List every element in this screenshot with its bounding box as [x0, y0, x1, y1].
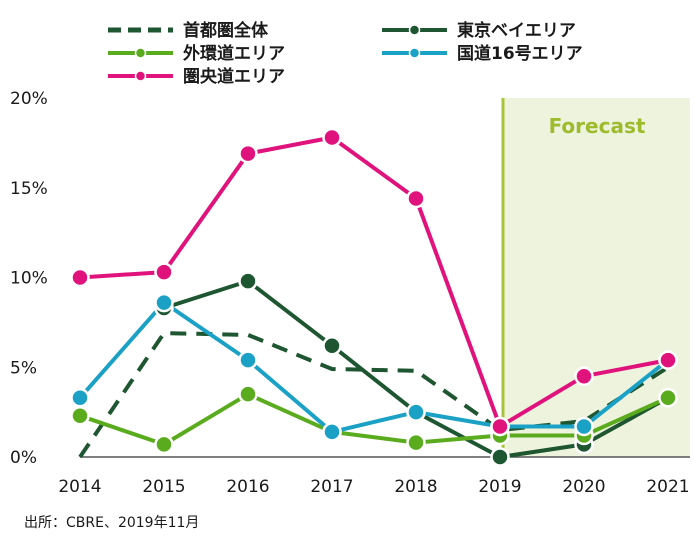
x-tick-label: 2019: [478, 477, 521, 497]
legend-label-1: 東京ベイエリア: [457, 20, 576, 41]
series-0-line: [78, 331, 670, 459]
series-points: [70, 127, 678, 467]
series-3-point: [574, 416, 594, 437]
series-3-point: [154, 292, 174, 313]
series-3-point: [238, 350, 258, 370]
legend-label-4: 圏央道エリア: [183, 66, 285, 87]
source-note: 出所：CBRE、2019年11月: [24, 515, 199, 531]
series-2-point: [658, 388, 678, 408]
series-3-line: [78, 300, 670, 434]
legend-marker-2: [134, 47, 147, 59]
x-tick-label: 2015: [142, 477, 185, 497]
legend-label-0: 首都圏全体: [183, 20, 269, 41]
series-3-point: [322, 422, 342, 442]
series-4-point: [154, 262, 174, 282]
series-4-point: [406, 188, 426, 209]
y-tick-label: 0%: [10, 448, 37, 468]
series-1-point: [490, 447, 510, 467]
x-tick-label: 2017: [310, 477, 353, 497]
y-axis: 0% 5% 10% 15% 20%: [10, 89, 48, 468]
series-2-line: [78, 392, 670, 447]
legend-marker-3: [408, 47, 421, 59]
y-tick-label: 15%: [10, 179, 48, 199]
series-4-line: [78, 135, 670, 429]
series-4-point: [70, 267, 90, 288]
x-tick-label: 2014: [58, 477, 101, 497]
y-tick-label: 10%: [10, 269, 48, 289]
series-4-point: [490, 416, 510, 437]
series-4-point: [322, 127, 342, 148]
series-2-point: [154, 434, 174, 455]
y-tick-label: 20%: [10, 89, 48, 109]
series-3-point: [406, 402, 426, 422]
x-tick-label: 2016: [226, 477, 269, 497]
legend-label-2: 外環道エリア: [183, 43, 285, 64]
series-4-point: [658, 350, 678, 370]
series-1-point: [322, 335, 342, 356]
series-1-point: [238, 271, 258, 291]
y-tick-label: 5%: [10, 358, 37, 378]
series-2-point: [70, 405, 90, 426]
legend-label-3: 国道16号エリア: [457, 43, 583, 64]
x-tick-label: 2021: [646, 477, 689, 497]
x-axis: 2014 2015 2016 2017 2018 2019 2020 2021: [58, 477, 689, 497]
series-2-point: [406, 432, 426, 453]
series-4-point: [574, 366, 594, 386]
series-3-point: [70, 388, 90, 408]
series-4-point: [238, 143, 258, 164]
legend-marker-1: [408, 24, 421, 36]
forecast-label: Forecast: [549, 114, 646, 138]
x-tick-label: 2018: [394, 477, 437, 497]
x-tick-label: 2020: [562, 477, 605, 497]
series-2-point: [238, 384, 258, 404]
legend-marker-4: [134, 70, 147, 82]
